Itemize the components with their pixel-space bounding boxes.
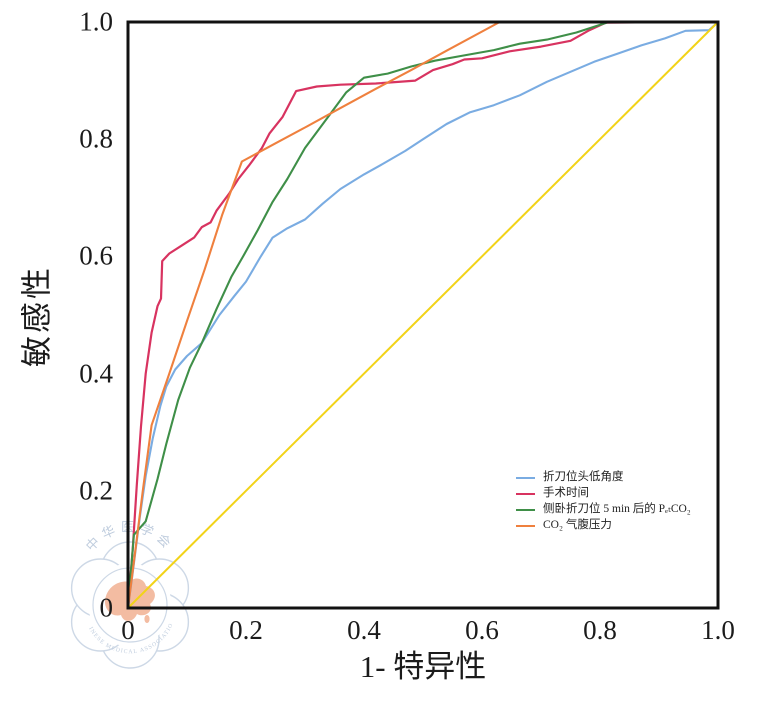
legend-item: 折刀位头低角度	[516, 470, 691, 486]
legend-item: 侧卧折刀位 5 min 后的 PₑₜCO₂	[516, 502, 691, 518]
plot-frame	[126, 20, 720, 610]
y-tick-label: 1.0	[79, 6, 113, 37]
curve-reference-diagonal	[127, 21, 719, 609]
curve-operation-time	[126, 20, 719, 609]
roc-curves-group	[126, 20, 719, 609]
curve-co2-pneumoperitoneum-pressure	[126, 20, 718, 609]
x-tick-label: 1.0	[701, 615, 735, 645]
legend-line-swatch	[516, 477, 535, 479]
curve-jackknife-head-down-angle	[126, 21, 719, 609]
y-tick-label: 0.2	[79, 475, 113, 506]
y-tick-label: 0.4	[79, 358, 113, 389]
legend-item-label: 折刀位头低角度	[543, 471, 624, 484]
legend: 折刀位头低角度 手术时间 侧卧折刀位 5 min 后的 PₑₜCO₂ CO₂ 气…	[516, 470, 691, 534]
legend-item: 手术时间	[516, 486, 691, 502]
legend-line-swatch	[516, 493, 535, 495]
curve-petco2-5min-lateral-jackknife	[126, 20, 718, 609]
watermark-island-dot	[144, 615, 150, 623]
x-tick-label: 0.8	[583, 615, 617, 645]
legend-line-swatch	[516, 525, 535, 527]
legend-item-label: CO₂ 气腹压力	[543, 519, 612, 532]
x-tick-label: 0	[121, 615, 135, 645]
y-tick-label: 0	[99, 592, 114, 623]
legend-line-swatch	[516, 509, 535, 511]
x-tick-label: 0.6	[465, 615, 499, 645]
legend-item-label: 侧卧折刀位 5 min 后的 PₑₜCO₂	[543, 503, 691, 516]
y-tick-label: 0.8	[79, 123, 113, 154]
y-axis-title: 敏感性	[19, 265, 55, 367]
y-tick-label: 0.6	[79, 240, 113, 271]
watermark-inner-ring	[92, 567, 168, 643]
x-tick-label: 0.4	[347, 615, 381, 645]
x-axis-title: 1- 特异性	[359, 649, 487, 684]
x-tick-label: 0.2	[229, 615, 263, 645]
legend-item: CO₂ 气腹压力	[516, 518, 691, 534]
legend-item-label: 手术时间	[543, 487, 589, 500]
